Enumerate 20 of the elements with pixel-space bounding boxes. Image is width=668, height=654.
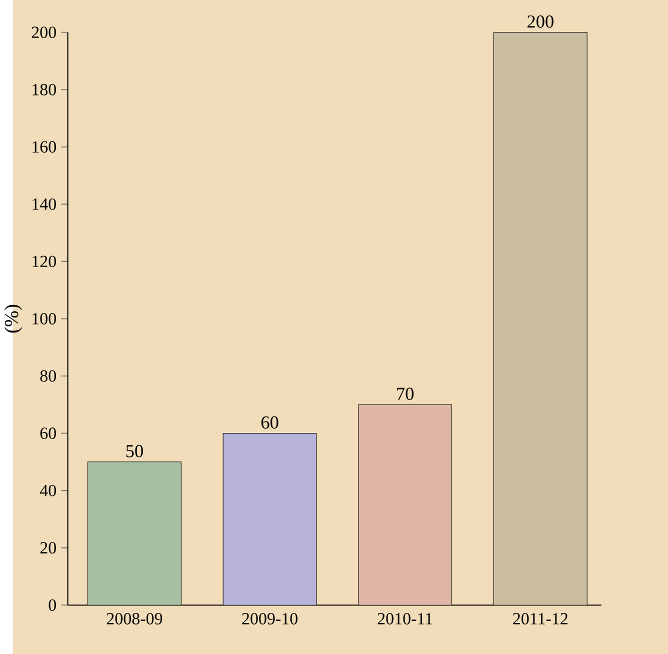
x-tick-label: 2009-10	[242, 612, 298, 624]
data-label: 50	[126, 444, 143, 458]
y-tick-label: 40	[40, 484, 56, 496]
y-tick-label: 20	[40, 542, 56, 554]
data-label: 60	[261, 416, 278, 429]
y-tick-label: 100	[32, 312, 56, 324]
y-tick-label: 120	[32, 256, 56, 268]
y-tick-label: 60	[40, 427, 56, 439]
y-tick-label: 160	[32, 141, 56, 153]
data-label: 70	[397, 388, 414, 400]
x-tick-label: 2008-09	[106, 612, 162, 624]
y-tick-label: 0	[48, 599, 56, 611]
y-tick-label: 200	[32, 26, 56, 38]
y-axis-title: (%)	[4, 304, 22, 332]
y-tick-label: 80	[40, 370, 56, 382]
y-tick-label: 180	[32, 84, 56, 96]
data-label: 200	[527, 15, 554, 28]
x-tick-label: 2010-11	[378, 612, 432, 624]
x-tick-label: 2011-12	[513, 612, 568, 624]
y-tick-label: 140	[32, 198, 56, 210]
